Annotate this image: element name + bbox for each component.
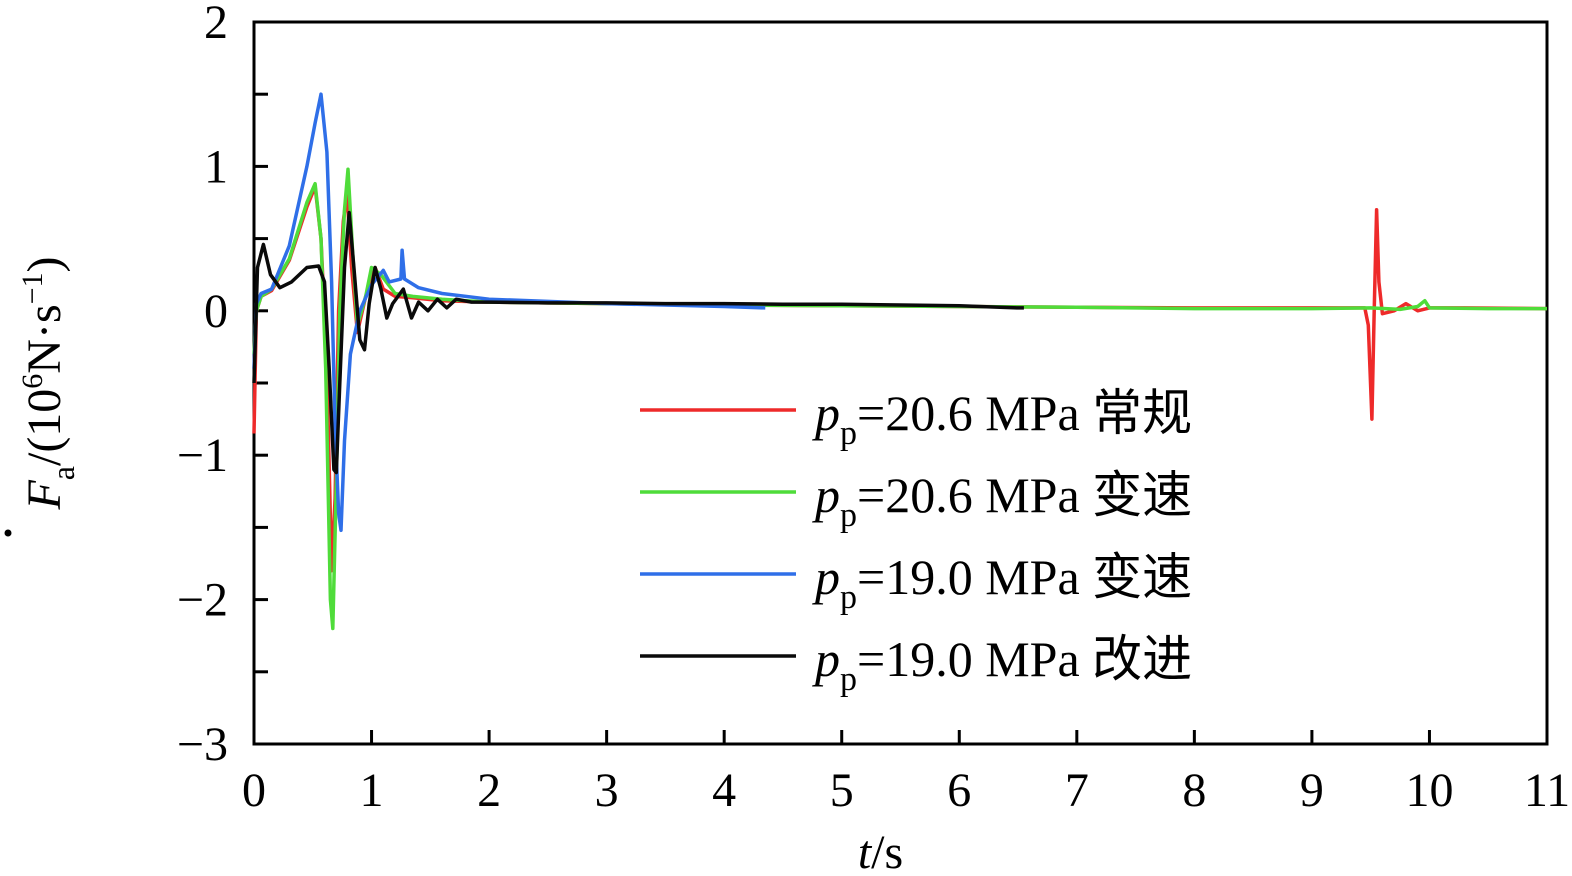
y-tick-label: −2 [177, 574, 228, 627]
legend-label-2: pp=20.6 MPa 变速 [812, 467, 1192, 534]
y-axis-label: Fa/(106N·s−1) [4, 256, 81, 537]
y-label-sub: a [45, 466, 81, 480]
x-tick-label: 3 [595, 764, 619, 817]
tick-group [252, 20, 1549, 746]
x-tick-label: 6 [947, 764, 971, 817]
tick-label-group: 0 1 2 3 4 5 6 7 8 9 10 11 −3 −2 −1 0 1 2 [177, 0, 1570, 817]
legend-var: p [812, 467, 840, 523]
x-tick-label: 7 [1065, 764, 1089, 817]
legend-sub: p [840, 497, 857, 534]
series-group [252, 92, 1548, 631]
y-label-unit-sup: 6 [16, 374, 49, 389]
x-tick-label: 5 [830, 764, 854, 817]
y-tick-label: 2 [204, 0, 228, 49]
legend-name: =19.0 MPa 变速 [857, 549, 1192, 605]
x-tick-label: 8 [1182, 764, 1206, 817]
legend-label-3: pp=19.0 MPa 变速 [812, 549, 1192, 616]
y-label-unit-pre: /(10 [18, 389, 71, 466]
legend-var: p [812, 549, 840, 605]
x-tick-label: 9 [1300, 764, 1324, 817]
svg-text:Fa/(106N·s−1): Fa/(106N·s−1) [16, 256, 81, 510]
series-line-3 [252, 92, 766, 533]
legend-var: p [812, 631, 840, 687]
y-label-var: F [18, 480, 71, 511]
y-tick-label: 0 [204, 285, 228, 338]
y-label-dot-accent [4, 529, 12, 537]
y-tick-label: −1 [177, 429, 228, 482]
y-label-unit-sup2: −1 [16, 272, 49, 304]
legend-sub: p [840, 415, 857, 452]
legend-label-4: pp=19.0 MPa 改进 [812, 631, 1192, 698]
x-tick-label: 11 [1524, 764, 1570, 817]
x-tick-label: 4 [712, 764, 736, 817]
legend-var: p [812, 385, 840, 441]
legend-name: =19.0 MPa 改进 [857, 631, 1192, 687]
series-line-4 [252, 210, 1024, 475]
legend-sub: p [840, 579, 857, 616]
y-label-unit-mid: N·s [18, 304, 71, 373]
x-tick-label: 10 [1405, 764, 1453, 817]
x-tick-label: 1 [360, 764, 384, 817]
legend-label-1: pp=20.6 MPa 常规 [812, 385, 1192, 452]
y-label-unit-post: ) [18, 256, 71, 272]
x-axis-label: t/s [858, 826, 903, 876]
x-tick-label: 0 [242, 764, 266, 817]
legend-name: =20.6 MPa 常规 [857, 385, 1192, 441]
y-tick-label: −3 [177, 718, 228, 771]
legend-name: =20.6 MPa 变速 [857, 467, 1192, 523]
x-tick-label: 2 [477, 764, 501, 817]
y-tick-label: 1 [204, 140, 228, 193]
legend-sub: p [840, 661, 857, 698]
